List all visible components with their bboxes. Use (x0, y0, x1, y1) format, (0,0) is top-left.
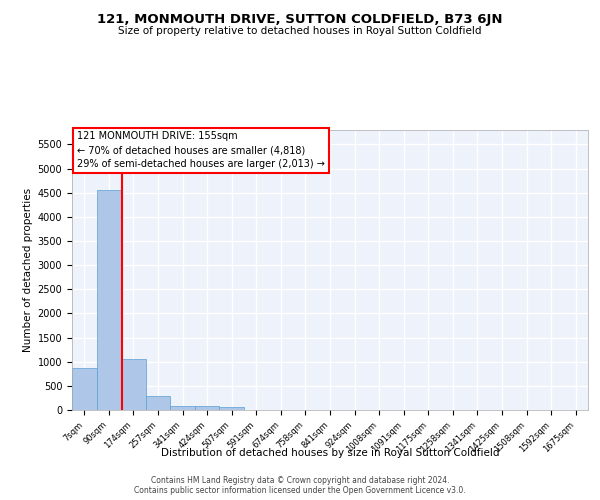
Bar (146, 396, 170, 410)
Text: Size of property relative to detached houses in Royal Sutton Coldfield: Size of property relative to detached ho… (118, 26, 482, 36)
Text: Distribution of detached houses by size in Royal Sutton Coldfield: Distribution of detached houses by size … (161, 448, 499, 458)
Bar (72, 368, 97, 410)
Bar (97, 190, 121, 410)
Bar (170, 406, 195, 410)
Text: 121, MONMOUTH DRIVE, SUTTON COLDFIELD, B73 6JN: 121, MONMOUTH DRIVE, SUTTON COLDFIELD, B… (97, 12, 503, 26)
Bar (220, 408, 244, 410)
Bar (195, 406, 220, 410)
Y-axis label: Number of detached properties: Number of detached properties (23, 188, 34, 352)
Bar (121, 359, 146, 410)
Text: 121 MONMOUTH DRIVE: 155sqm
← 70% of detached houses are smaller (4,818)
29% of s: 121 MONMOUTH DRIVE: 155sqm ← 70% of deta… (77, 132, 325, 170)
Text: Contains HM Land Registry data © Crown copyright and database right 2024.
Contai: Contains HM Land Registry data © Crown c… (134, 476, 466, 495)
